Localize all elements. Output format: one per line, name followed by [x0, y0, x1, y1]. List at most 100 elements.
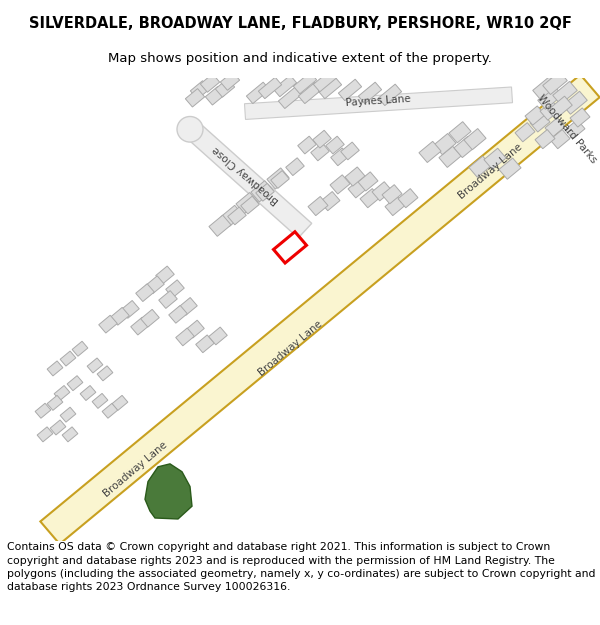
Polygon shape — [87, 358, 103, 373]
Polygon shape — [293, 72, 317, 94]
Polygon shape — [241, 196, 259, 214]
Polygon shape — [190, 81, 209, 99]
Text: Map shows position and indicative extent of the property.: Map shows position and indicative extent… — [108, 52, 492, 65]
Polygon shape — [338, 79, 362, 101]
Polygon shape — [185, 89, 205, 107]
Polygon shape — [341, 142, 359, 160]
Polygon shape — [209, 327, 227, 345]
Polygon shape — [244, 87, 512, 119]
Polygon shape — [112, 396, 128, 411]
Polygon shape — [50, 420, 66, 435]
Polygon shape — [469, 156, 491, 178]
Polygon shape — [313, 71, 337, 92]
Polygon shape — [62, 427, 78, 442]
Polygon shape — [47, 396, 63, 411]
Polygon shape — [454, 136, 476, 158]
Polygon shape — [565, 120, 585, 139]
Polygon shape — [131, 318, 149, 335]
Polygon shape — [550, 129, 570, 149]
Polygon shape — [358, 172, 378, 191]
Polygon shape — [515, 122, 535, 142]
Polygon shape — [398, 189, 418, 208]
Polygon shape — [136, 284, 154, 301]
Polygon shape — [196, 335, 214, 352]
Polygon shape — [92, 393, 108, 408]
Polygon shape — [382, 184, 402, 204]
Polygon shape — [331, 148, 349, 166]
Polygon shape — [72, 341, 88, 356]
Polygon shape — [186, 320, 204, 338]
Polygon shape — [37, 427, 53, 442]
Polygon shape — [145, 464, 192, 519]
Text: SILVERDALE, BROADWAY LANE, FLADBURY, PERSHORE, WR10 2QF: SILVERDALE, BROADWAY LANE, FLADBURY, PER… — [29, 16, 571, 31]
Polygon shape — [166, 280, 184, 298]
Polygon shape — [499, 158, 521, 179]
Polygon shape — [169, 306, 187, 323]
Polygon shape — [141, 309, 159, 327]
Polygon shape — [179, 298, 197, 316]
Polygon shape — [308, 196, 328, 216]
Polygon shape — [434, 134, 456, 154]
Polygon shape — [176, 328, 194, 346]
Ellipse shape — [177, 116, 203, 142]
Polygon shape — [348, 179, 368, 198]
Polygon shape — [345, 167, 365, 186]
Polygon shape — [251, 181, 273, 202]
Polygon shape — [209, 215, 231, 236]
Polygon shape — [538, 86, 562, 109]
Text: Broadway Close: Broadway Close — [211, 144, 281, 206]
Polygon shape — [525, 106, 545, 125]
Polygon shape — [47, 361, 63, 376]
Polygon shape — [60, 351, 76, 366]
Polygon shape — [548, 96, 572, 119]
Polygon shape — [543, 71, 567, 94]
Polygon shape — [385, 196, 405, 216]
Polygon shape — [60, 407, 76, 422]
Polygon shape — [449, 122, 471, 143]
Polygon shape — [102, 403, 118, 418]
Polygon shape — [256, 183, 274, 201]
Polygon shape — [360, 189, 380, 208]
Polygon shape — [439, 146, 461, 168]
Polygon shape — [320, 191, 340, 211]
Polygon shape — [545, 118, 565, 137]
Polygon shape — [111, 308, 129, 325]
Polygon shape — [259, 78, 281, 99]
Polygon shape — [278, 87, 302, 109]
Polygon shape — [379, 84, 401, 106]
Polygon shape — [464, 129, 486, 150]
Polygon shape — [570, 108, 590, 127]
Polygon shape — [40, 75, 599, 544]
Polygon shape — [80, 386, 96, 401]
Polygon shape — [533, 76, 557, 99]
Polygon shape — [274, 75, 296, 97]
Polygon shape — [205, 87, 224, 105]
Polygon shape — [319, 78, 341, 99]
Polygon shape — [228, 207, 246, 225]
Polygon shape — [200, 74, 220, 92]
Polygon shape — [372, 182, 392, 201]
Polygon shape — [298, 136, 316, 154]
Polygon shape — [146, 276, 164, 294]
Polygon shape — [311, 143, 329, 161]
Polygon shape — [67, 376, 83, 391]
Polygon shape — [267, 168, 289, 189]
Polygon shape — [330, 175, 350, 194]
Polygon shape — [313, 130, 331, 148]
Polygon shape — [540, 101, 560, 120]
Polygon shape — [236, 192, 258, 214]
Polygon shape — [121, 301, 139, 318]
Polygon shape — [35, 403, 51, 418]
Polygon shape — [247, 82, 269, 104]
Text: Paynes Lane: Paynes Lane — [345, 94, 411, 108]
Text: Woodward Parks: Woodward Parks — [535, 93, 599, 166]
Polygon shape — [54, 386, 70, 401]
Polygon shape — [326, 136, 344, 154]
Text: Broadway Lane: Broadway Lane — [101, 440, 169, 499]
Text: Contains OS data © Crown copyright and database right 2021. This information is : Contains OS data © Crown copyright and d… — [7, 542, 596, 592]
Polygon shape — [221, 205, 243, 226]
Polygon shape — [286, 158, 304, 176]
Polygon shape — [274, 232, 307, 263]
Polygon shape — [535, 129, 555, 149]
Polygon shape — [156, 266, 174, 284]
